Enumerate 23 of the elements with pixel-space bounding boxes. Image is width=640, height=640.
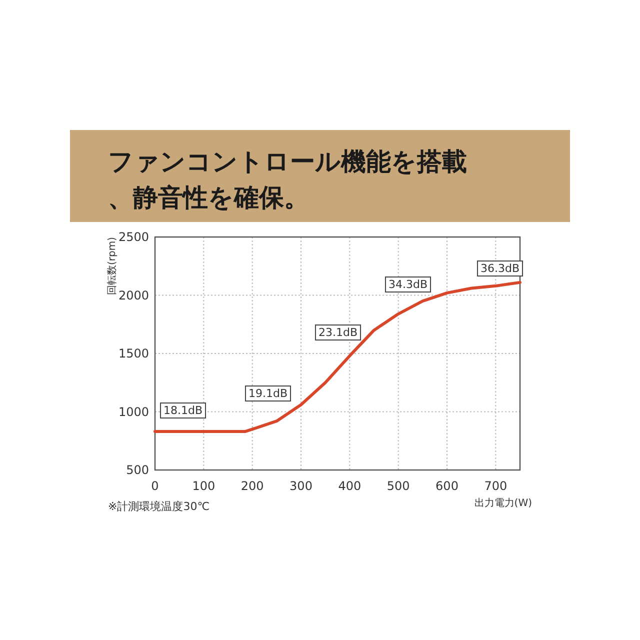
y-tick-label: 1500	[118, 346, 149, 360]
annotation: 34.3dB	[388, 278, 428, 291]
text: ※計測環境温度30℃	[108, 500, 210, 513]
x-tick-label: 600	[436, 479, 458, 493]
y-tick-label: 2500	[118, 230, 149, 244]
x-tick-label: 100	[192, 479, 216, 493]
annotation: 23.1dB	[318, 326, 358, 339]
y-tick-label: 2000	[118, 288, 149, 302]
x-tick-label: 500	[386, 479, 410, 493]
chart-title: ファンコントロール機能を搭載、静音性を確保。	[108, 147, 467, 212]
y-tick-label: 1000	[118, 404, 149, 419]
annotation: 19.1dB	[248, 387, 288, 400]
annotation: 18.1dB	[163, 404, 203, 417]
y-tick-label: 500	[126, 463, 149, 477]
x-tick-label: 700	[484, 479, 508, 493]
line-series	[154, 280, 522, 434]
annotation: 36.3dB	[480, 262, 520, 275]
y-axis-title: 回転数(rpm)	[107, 236, 118, 296]
x-tick-label: 300	[290, 479, 312, 493]
x-tick-label: 200	[240, 479, 264, 493]
x-tick-label: 400	[338, 479, 362, 493]
x-axis-title: 出力電力(W)	[474, 497, 532, 509]
x-tick-label: 0	[151, 479, 159, 493]
